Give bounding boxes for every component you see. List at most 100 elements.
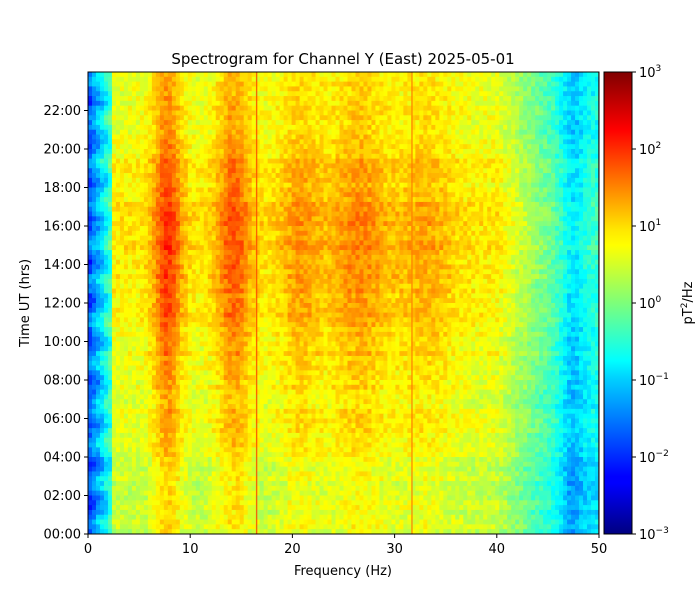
heatmap-cell (511, 91, 516, 97)
heatmap-cell (291, 197, 297, 203)
heatmap-cell (415, 197, 420, 203)
heatmap-cell (203, 240, 209, 246)
heatmap-cell (155, 182, 161, 189)
heatmap-cell (483, 149, 488, 155)
heatmap-cell (223, 192, 229, 198)
heatmap-cell (431, 81, 436, 88)
heatmap-cell (335, 187, 341, 193)
heatmap-cell (375, 144, 381, 150)
heatmap-cell (131, 134, 137, 140)
heatmap-cell (303, 235, 309, 242)
heatmap-cell (135, 211, 141, 217)
heatmap-cell (175, 134, 181, 140)
heatmap-cell (547, 197, 552, 203)
heatmap-cell (503, 149, 508, 155)
heatmap-cell (419, 105, 424, 112)
heatmap-cell (111, 91, 117, 97)
heatmap-cell (143, 91, 149, 97)
heatmap-cell (131, 211, 137, 217)
heatmap-cell (147, 173, 153, 179)
heatmap-cell (475, 81, 480, 88)
heatmap-cell (203, 105, 209, 112)
heatmap-cell (243, 206, 249, 213)
heatmap-cell (407, 201, 412, 208)
heatmap-cell (347, 115, 353, 121)
heatmap-cell (315, 230, 321, 237)
heatmap-cell (319, 158, 325, 165)
heatmap-cell (411, 81, 416, 88)
heatmap-cell (123, 91, 129, 97)
heatmap-cell (183, 197, 189, 203)
heatmap-cell (583, 144, 588, 150)
heatmap-cell (88, 221, 93, 227)
heatmap-cell (443, 197, 448, 203)
heatmap-cell (311, 139, 317, 145)
heatmap-cell (567, 211, 572, 217)
heatmap-cell (283, 158, 289, 165)
heatmap-cell (195, 221, 201, 227)
heatmap-cell (171, 245, 177, 251)
heatmap-cell (187, 134, 193, 140)
heatmap-cell (459, 76, 464, 83)
heatmap-cell (583, 86, 588, 92)
heatmap-cell (491, 187, 496, 193)
heatmap-cell (423, 206, 428, 213)
heatmap-cell (519, 226, 524, 232)
heatmap-cell (235, 149, 241, 155)
heatmap-cell (511, 250, 516, 256)
heatmap-cell (499, 96, 504, 102)
heatmap-cell (263, 245, 269, 251)
heatmap-cell (571, 86, 576, 92)
heatmap-cell (451, 187, 456, 193)
heatmap-cell (575, 149, 580, 155)
heatmap-cell (547, 144, 552, 150)
heatmap-cell (187, 168, 193, 174)
heatmap-cell (559, 129, 564, 136)
heatmap-cell (183, 115, 189, 121)
heatmap-cell (519, 163, 524, 169)
heatmap-cell (419, 86, 424, 92)
heatmap-cell (163, 153, 169, 160)
heatmap-cell (295, 134, 301, 140)
heatmap-cell (223, 134, 229, 140)
heatmap-cell (191, 72, 197, 78)
heatmap-cell (311, 153, 317, 160)
heatmap-cell (291, 134, 297, 140)
heatmap-cell (575, 158, 580, 165)
heatmap-cell (135, 96, 141, 102)
heatmap-cell (371, 115, 377, 121)
heatmap-cell (303, 120, 309, 126)
heatmap-cell (287, 173, 293, 179)
heatmap-cell (107, 201, 113, 208)
heatmap-cell (495, 182, 500, 189)
heatmap-cell (399, 206, 404, 213)
heatmap-cell (255, 168, 261, 174)
heatmap-cell (139, 197, 145, 203)
heatmap-cell (139, 105, 145, 112)
heatmap-cell (291, 91, 297, 97)
heatmap-cell (407, 86, 412, 92)
heatmap-cell (479, 192, 484, 198)
heatmap-cell (463, 124, 468, 131)
heatmap-cell (439, 153, 444, 160)
heatmap-cell (247, 197, 253, 203)
heatmap-cell (271, 163, 277, 169)
heatmap-cell (223, 96, 229, 102)
heatmap-cell (135, 235, 141, 242)
heatmap-cell (591, 81, 596, 88)
heatmap-cell (307, 100, 313, 107)
heatmap-cell (195, 173, 201, 179)
heatmap-cell (239, 173, 245, 179)
heatmap-cell (195, 201, 201, 208)
heatmap-cell (347, 235, 353, 242)
heatmap-cell (119, 124, 125, 131)
heatmap-cell (191, 163, 197, 169)
heatmap-cell (247, 221, 253, 227)
heatmap-cell (483, 129, 488, 136)
heatmap-cell (131, 72, 137, 78)
heatmap-cell (539, 201, 544, 208)
heatmap-cell (199, 206, 205, 213)
heatmap-cell (239, 86, 245, 92)
heatmap-cell (423, 240, 428, 246)
heatmap-cell (407, 168, 412, 174)
